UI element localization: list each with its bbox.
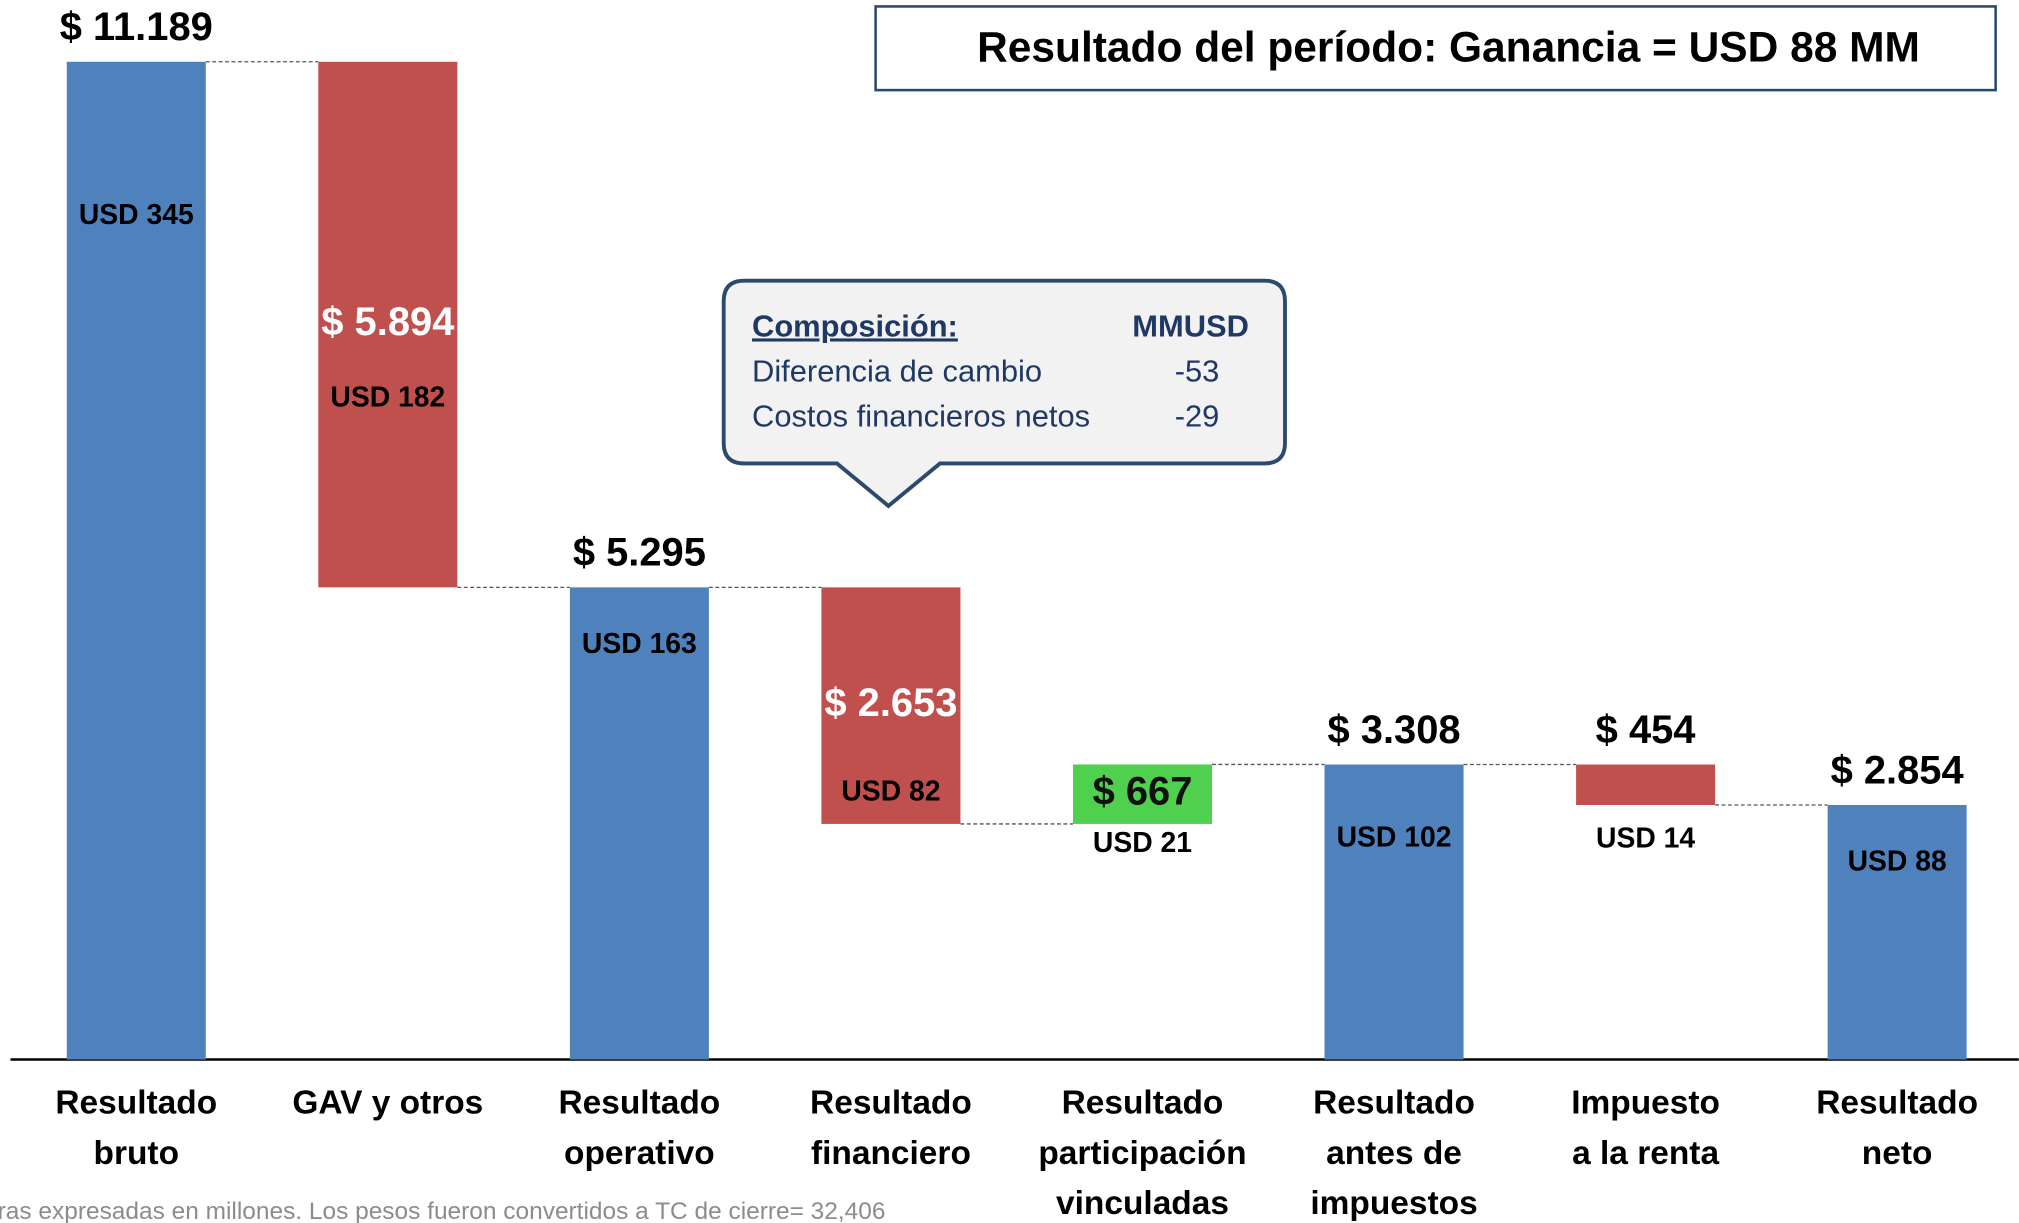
value-label: $ 5.894 xyxy=(321,300,454,344)
x-tick-label-line: Resultado xyxy=(1062,1084,1224,1121)
callout-row-label: Costos financieros netos xyxy=(752,399,1090,434)
callout-heading: Composición: xyxy=(752,308,958,343)
callout-box xyxy=(721,278,1287,509)
bar xyxy=(569,587,709,1060)
secondary-label: USD 345 xyxy=(79,199,194,231)
x-tick-label-line: Resultado xyxy=(1313,1084,1475,1121)
bar xyxy=(821,587,961,824)
value-label: $ 5.295 xyxy=(573,531,706,575)
x-tick-label-line: vinculadas xyxy=(1056,1185,1229,1222)
x-tick-label-line: GAV y otros xyxy=(292,1084,483,1121)
x-tick-label-line: a la renta xyxy=(1572,1135,1719,1172)
secondary-label: USD 102 xyxy=(1337,822,1452,854)
x-tick-label: Resultado operativo xyxy=(558,1084,720,1171)
value-label: $ 3.308 xyxy=(1327,708,1460,752)
x-tick-label-line: antes de xyxy=(1326,1135,1462,1172)
x-tick-label-line: Resultado xyxy=(1816,1084,1978,1121)
x-tick-label-line: Impuesto xyxy=(1571,1084,1720,1121)
x-tick-label: Resultado participación vinculadas xyxy=(1038,1084,1246,1221)
x-tick-label: Resultado financiero xyxy=(810,1084,972,1171)
footnote: ras expresadas en millones. Los pesos fu… xyxy=(0,1198,885,1223)
value-label: $ 667 xyxy=(1093,770,1193,814)
secondary-label: USD 163 xyxy=(582,628,697,660)
x-tick-label: Impuesto a la renta xyxy=(1571,1084,1720,1171)
callout-row-value: -53 xyxy=(1175,353,1220,388)
x-tick-label-line: Resultado xyxy=(810,1084,972,1121)
x-tick-label: Resultado antes de impuestos xyxy=(1310,1084,1477,1221)
bar xyxy=(66,61,206,1060)
x-tick-label-line: bruto xyxy=(94,1135,180,1172)
title-box xyxy=(874,5,1997,92)
secondary-label: USD 88 xyxy=(1848,845,1947,877)
x-tick-label-line: neto xyxy=(1862,1135,1933,1172)
bar xyxy=(318,61,458,588)
x-tick-label: GAV y otros xyxy=(292,1084,483,1121)
x-tick-label: Resultado bruto xyxy=(55,1084,217,1171)
secondary-label: USD 14 xyxy=(1596,822,1695,854)
x-tick-label-line: Resultado xyxy=(558,1084,720,1121)
x-tick-label-line: Resultado xyxy=(55,1084,217,1121)
x-tick-label: Resultado neto xyxy=(1816,1084,1978,1171)
x-tick-label-line: operativo xyxy=(564,1135,715,1172)
bar xyxy=(1576,764,1716,806)
bar xyxy=(1827,805,1967,1060)
callout-row-label: Diferencia de cambio xyxy=(752,353,1042,388)
value-label: $ 2.653 xyxy=(824,681,957,725)
value-label: $ 11.189 xyxy=(60,5,213,49)
x-tick-label-line: participación xyxy=(1038,1135,1246,1172)
secondary-label: USD 21 xyxy=(1093,827,1192,859)
value-label: $ 454 xyxy=(1596,708,1696,752)
callout-row-value: -29 xyxy=(1175,399,1220,434)
chart-title: Resultado del período: Ganancia = USD 88… xyxy=(977,24,1920,71)
callout-unit: MMUSD xyxy=(1132,308,1249,343)
bar xyxy=(1324,764,1464,1060)
secondary-label: USD 182 xyxy=(330,382,445,414)
secondary-label: USD 82 xyxy=(841,776,940,808)
x-tick-label-line: financiero xyxy=(811,1135,971,1172)
value-label: $ 2.854 xyxy=(1831,748,1964,792)
bar xyxy=(1072,764,1213,824)
x-tick-label-line: impuestos xyxy=(1310,1185,1477,1222)
